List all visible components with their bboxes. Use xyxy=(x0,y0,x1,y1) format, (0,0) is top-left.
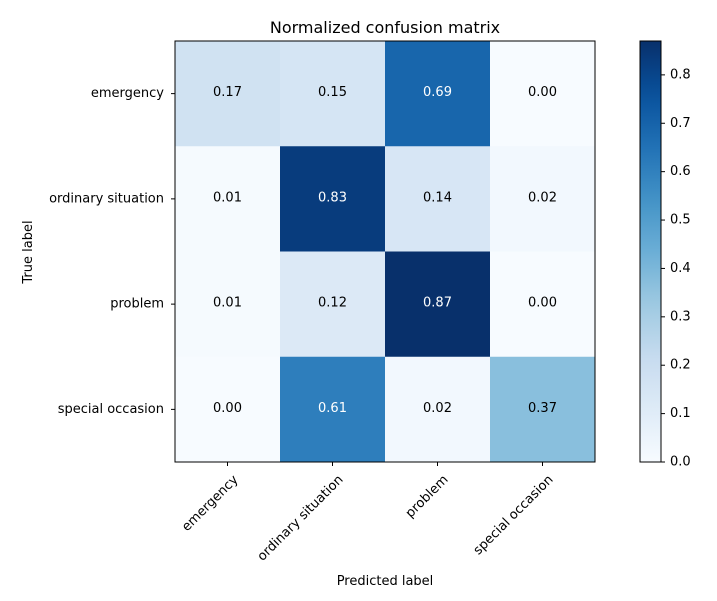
heatmap-cell xyxy=(280,356,386,463)
x-tick-label: ordinary situation xyxy=(255,472,347,564)
cell-value-label: 0.15 xyxy=(318,85,347,100)
cell-value-labels: 0.17 0.15 0.69 0.00 0.01 0.83 0.14 0.02 0.01 0.12… xyxy=(213,85,557,416)
y-tick-label: ordinary situation xyxy=(49,191,164,206)
cell-value-label: 0.69 xyxy=(423,85,452,100)
colorbar-tick-label: 0.1 xyxy=(670,406,691,421)
cell-value-label: 0.87 xyxy=(423,296,452,311)
heatmap-cell xyxy=(280,41,386,147)
y-tick-label: special occasion xyxy=(58,402,164,417)
x-tick-label: emergency xyxy=(179,472,242,535)
heatmap-cell xyxy=(280,251,386,358)
chart-title: Normalized confusion matrix xyxy=(270,18,500,37)
colorbar-tick-label: 0.0 xyxy=(670,455,691,470)
heatmap-cell xyxy=(175,251,281,358)
colorbar-tick-label: 0.2 xyxy=(670,358,691,373)
heatmap-cell xyxy=(385,251,491,358)
cell-value-label: 0.00 xyxy=(213,401,242,416)
colorbar: 0.0 0.1 0.2 0.3 0.4 0.5 0.6 0.7 0.8 xyxy=(639,40,691,470)
heatmap-cell xyxy=(490,356,596,463)
cell-value-label: 0.83 xyxy=(318,190,347,205)
heatmap-cell xyxy=(490,146,596,252)
cell-value-label: 0.17 xyxy=(213,85,242,100)
y-axis-ticks: emergency ordinary situation problem specia… xyxy=(49,86,175,417)
cell-value-label: 0.12 xyxy=(318,296,347,311)
plot-frame xyxy=(174,40,596,463)
heatmap-cells xyxy=(175,41,596,463)
cell-value-label: 0.14 xyxy=(423,190,452,205)
cell-value-label: 0.61 xyxy=(318,401,347,416)
cell-value-label: 0.02 xyxy=(528,190,557,205)
heatmap-cell xyxy=(280,146,386,252)
colorbar-tick-label: 0.8 xyxy=(670,67,691,82)
colorbar-gradient xyxy=(639,40,662,463)
colorbar-tick-label: 0.3 xyxy=(670,309,691,324)
heatmap-cell xyxy=(490,41,596,147)
colorbar-tick-label: 0.4 xyxy=(670,261,691,276)
y-tick-label: emergency xyxy=(91,86,164,101)
cell-value-label: 0.00 xyxy=(528,296,557,311)
y-tick-label: problem xyxy=(110,297,164,312)
heatmap-cell xyxy=(175,146,281,252)
x-tick-label: special occasion xyxy=(471,472,557,558)
heatmap-cell xyxy=(385,41,491,147)
x-tick-label: problem xyxy=(403,472,452,521)
colorbar-tick-label: 0.5 xyxy=(670,213,691,228)
heatmap-cell xyxy=(385,356,491,463)
heatmap-cell xyxy=(490,251,596,358)
y-axis-label: True label xyxy=(21,220,36,284)
cell-value-label: 0.00 xyxy=(528,85,557,100)
cell-value-label: 0.37 xyxy=(528,401,557,416)
cell-value-label: 0.02 xyxy=(423,401,452,416)
x-axis-label: Predicted label xyxy=(337,574,434,589)
cell-value-label: 0.01 xyxy=(213,296,242,311)
colorbar-tick-label: 0.6 xyxy=(670,164,691,179)
heatmap-cell xyxy=(175,356,281,463)
x-axis-ticks: emergency ordinary situation problem specia… xyxy=(179,462,557,564)
cell-value-label: 0.01 xyxy=(213,190,242,205)
heatmap-cell xyxy=(385,146,491,252)
colorbar-tick-label: 0.7 xyxy=(670,116,691,131)
heatmap-cell xyxy=(175,41,281,147)
